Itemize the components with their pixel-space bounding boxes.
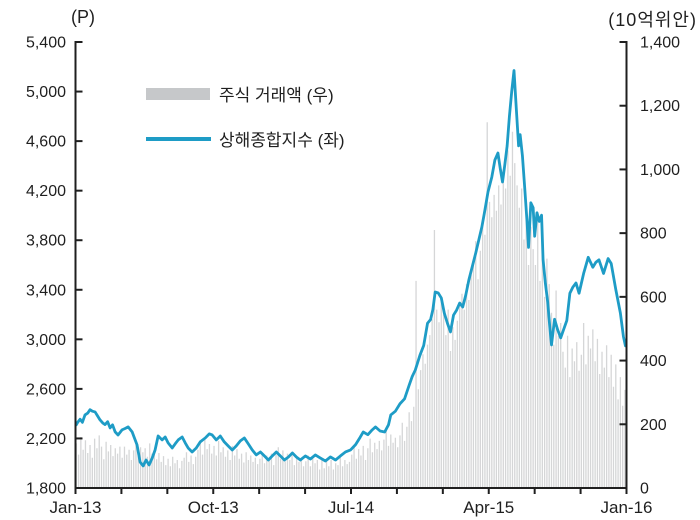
x-axis-tick-label: Jan-16 xyxy=(601,498,653,517)
legend: 주식 거래액 (우) 상해종합지수 (좌) xyxy=(146,83,345,150)
left-axis-tick-label: 2,200 xyxy=(26,431,66,448)
legend-label-index: 상해종합지수 (좌) xyxy=(219,131,345,150)
legend-item-volume: 주식 거래액 (우) xyxy=(146,83,345,105)
left-axis-tick-label: 4,200 xyxy=(26,183,66,200)
index-line xyxy=(74,69,627,468)
legend-label-volume: 주식 거래액 (우) xyxy=(219,86,334,105)
left-axis-tick-label: 1,800 xyxy=(26,481,66,498)
volume-bars xyxy=(75,122,626,488)
x-axis-tick-label: Oct-13 xyxy=(188,498,239,517)
right-axis-tick-label: 1,200 xyxy=(640,98,680,115)
volume-bar-swatch-icon xyxy=(146,87,210,100)
x-axis-tick-label: Jan-13 xyxy=(50,498,102,517)
right-axis-tick-label: 200 xyxy=(640,417,667,434)
index-line-swatch-icon xyxy=(146,136,211,141)
right-axis-tick-label: 1,400 xyxy=(640,35,680,52)
x-axis-tick-label: Jul-14 xyxy=(328,498,374,517)
x-axis-tick-label: Apr-15 xyxy=(463,498,514,517)
right-axis-tick-label: 0 xyxy=(640,481,649,498)
legend-item-index: 상해종합지수 (좌) xyxy=(146,128,345,150)
right-axis-tick-label: 1,000 xyxy=(640,162,680,179)
left-axis-tick-label: 2,600 xyxy=(26,381,66,398)
left-axis-tick-label: 3,800 xyxy=(26,233,66,250)
axes xyxy=(74,41,628,494)
left-axis-tick-label: 4,600 xyxy=(26,134,66,151)
left-axis-tick-label: 5,400 xyxy=(26,35,66,52)
right-axis-tick-label: 800 xyxy=(640,226,667,243)
left-axis-unit-label: (P) xyxy=(71,7,95,27)
left-axis-tick-label: 3,400 xyxy=(26,282,66,299)
right-axis-unit-label: (10억위안) xyxy=(608,10,697,30)
right-axis-tick-label: 400 xyxy=(640,353,667,370)
left-axis-tick-label: 5,000 xyxy=(26,84,66,101)
right-axis-tick-label: 600 xyxy=(640,289,667,306)
left-axis-tick-label: 3,000 xyxy=(26,332,66,349)
